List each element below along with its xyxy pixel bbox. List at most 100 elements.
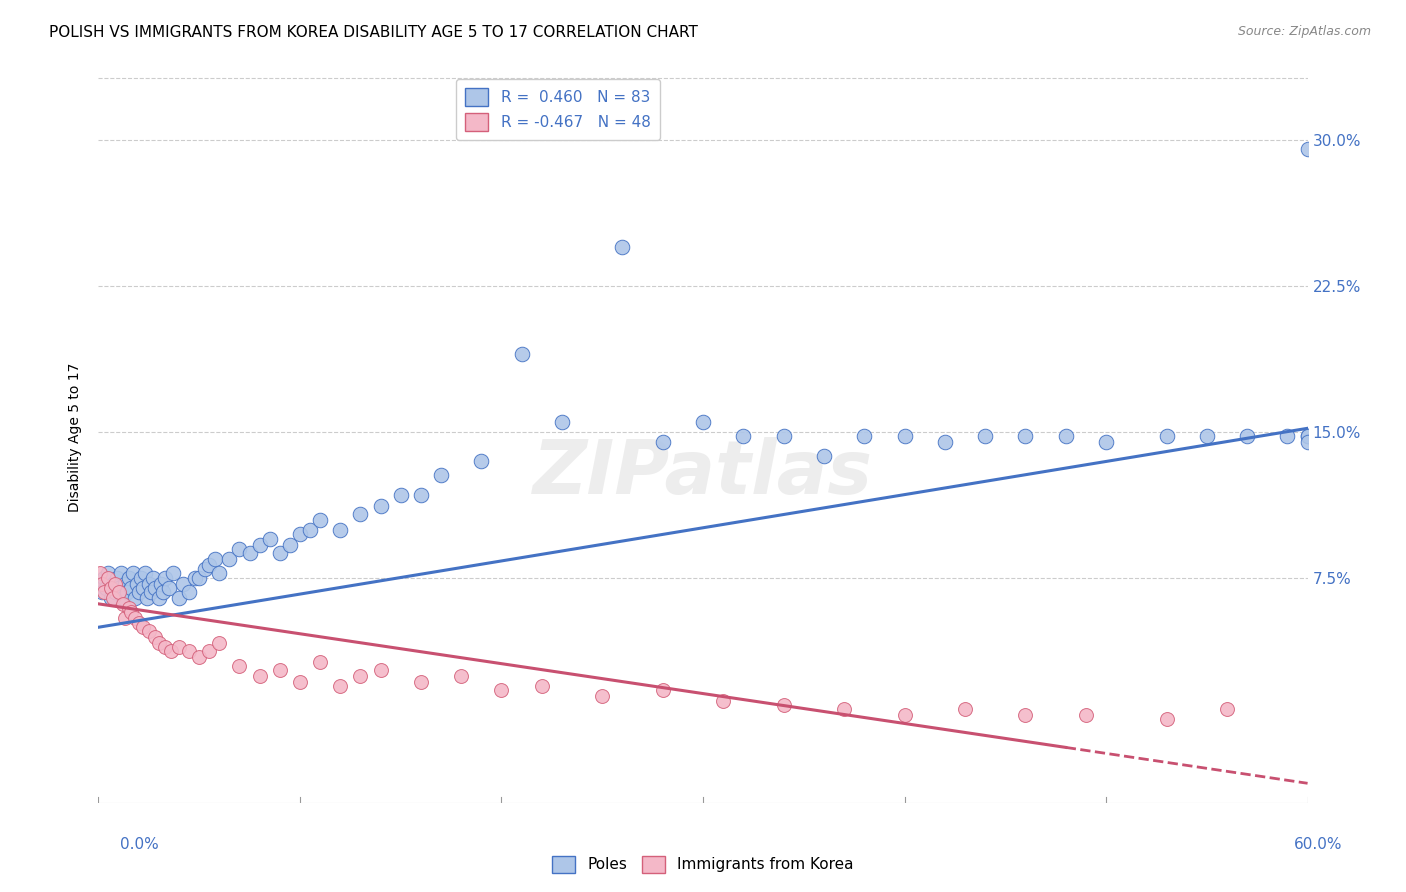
Point xyxy=(1277,429,1299,443)
Point xyxy=(118,572,141,586)
Point xyxy=(120,581,142,595)
Text: ZIPatlas: ZIPatlas xyxy=(533,437,873,510)
Point xyxy=(110,566,132,580)
Text: POLISH VS IMMIGRANTS FROM KOREA DISABILITY AGE 5 TO 17 CORRELATION CHART: POLISH VS IMMIGRANTS FROM KOREA DISABILI… xyxy=(49,25,699,40)
Point xyxy=(157,581,180,595)
Point xyxy=(103,577,125,591)
Point xyxy=(148,591,170,605)
Point xyxy=(153,572,176,586)
Point xyxy=(97,566,120,580)
Point xyxy=(651,682,673,697)
Point xyxy=(143,581,166,595)
Point xyxy=(129,572,152,586)
Point xyxy=(853,429,876,443)
Point xyxy=(167,640,190,654)
Point xyxy=(198,558,221,572)
Point xyxy=(772,698,794,713)
Point xyxy=(1014,708,1036,723)
Point xyxy=(160,643,183,657)
Point xyxy=(430,468,453,483)
Point xyxy=(105,572,128,586)
Point xyxy=(138,577,160,591)
Point xyxy=(101,577,124,591)
Point xyxy=(188,572,211,586)
Point xyxy=(470,454,492,468)
Point xyxy=(142,572,165,586)
Point xyxy=(124,610,146,624)
Point xyxy=(249,669,271,683)
Point xyxy=(551,416,574,430)
Point xyxy=(100,591,122,605)
Point xyxy=(299,523,322,537)
Point xyxy=(591,689,613,703)
Text: Source: ZipAtlas.com: Source: ZipAtlas.com xyxy=(1237,25,1371,38)
Point xyxy=(121,566,143,580)
Point xyxy=(409,488,432,502)
Point xyxy=(194,562,217,576)
Point xyxy=(1296,429,1319,443)
Point xyxy=(167,591,190,605)
Point xyxy=(103,585,125,599)
Point xyxy=(953,702,976,716)
Point xyxy=(107,585,129,599)
Point xyxy=(329,523,352,537)
Point xyxy=(711,694,734,708)
Point xyxy=(96,581,118,595)
Point xyxy=(139,585,162,599)
Point xyxy=(692,416,714,430)
Point xyxy=(370,500,392,514)
Point xyxy=(120,605,142,619)
Point xyxy=(135,591,157,605)
Point xyxy=(1014,429,1036,443)
Point xyxy=(309,513,332,527)
Point xyxy=(1296,142,1319,156)
Point xyxy=(208,566,231,580)
Point xyxy=(259,533,281,547)
Point xyxy=(172,577,194,591)
Point xyxy=(1054,429,1077,443)
Point xyxy=(1236,429,1258,443)
Point xyxy=(1216,702,1239,716)
Point xyxy=(111,591,134,605)
Point xyxy=(218,552,240,566)
Point xyxy=(491,682,513,697)
Point xyxy=(1195,429,1218,443)
Point xyxy=(204,552,226,566)
Point xyxy=(269,663,291,677)
Point xyxy=(288,674,311,689)
Point xyxy=(409,674,432,689)
Point xyxy=(269,546,291,560)
Point xyxy=(132,581,155,595)
Point xyxy=(228,659,250,673)
Point xyxy=(114,610,136,624)
Point xyxy=(118,600,141,615)
Point xyxy=(1156,712,1178,726)
Point xyxy=(128,585,150,599)
Point xyxy=(149,577,172,591)
Point xyxy=(349,507,371,521)
Point xyxy=(138,624,160,639)
Point xyxy=(93,572,115,586)
Point xyxy=(1156,429,1178,443)
Point xyxy=(228,542,250,557)
Text: 60.0%: 60.0% xyxy=(1295,837,1343,852)
Point xyxy=(1296,434,1319,449)
Point xyxy=(101,591,124,605)
Point xyxy=(93,585,115,599)
Point xyxy=(107,581,129,595)
Point xyxy=(153,640,176,654)
Point xyxy=(91,585,114,599)
Point xyxy=(114,577,136,591)
Point xyxy=(1074,708,1097,723)
Point xyxy=(934,434,956,449)
Point xyxy=(124,591,146,605)
Point xyxy=(309,656,332,670)
Point xyxy=(733,429,755,443)
Point xyxy=(389,488,412,502)
Point xyxy=(188,649,211,664)
Point xyxy=(208,636,231,650)
Point xyxy=(184,572,207,586)
Point xyxy=(832,702,855,716)
Point xyxy=(115,585,138,599)
Point xyxy=(974,429,997,443)
